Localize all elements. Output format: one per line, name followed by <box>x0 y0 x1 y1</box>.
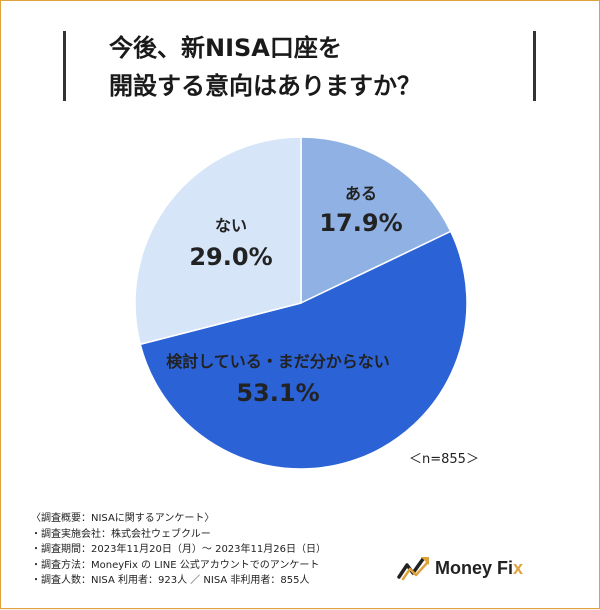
pie-slice-aru <box>300 136 452 305</box>
slice-label-nai-value: 29.0% <box>189 243 272 271</box>
survey-note-line: ・調査期間：2023年11月20日（月）〜 2023年11月26日（日） <box>31 544 326 555</box>
pie-slice-kento <box>139 230 468 470</box>
survey-note-line: ・調査実施会社：株式会社ウェブクルー <box>31 528 211 540</box>
chart-title-line-1: 今後、新NISA口座を <box>109 34 342 62</box>
slice-label-kento-name: 検討している・まだ分からない <box>166 352 390 371</box>
survey-note-line: 〈調査概要：NISAに関するアンケート〉 <box>31 513 215 524</box>
slice-label-aru-value: 17.9% <box>319 209 402 237</box>
title-bracket-right <box>533 31 536 101</box>
slice-label-kento-value: 53.1% <box>236 379 319 407</box>
logo-wordmark: Money Fix <box>435 558 523 579</box>
pie-slice-nai <box>134 136 302 346</box>
survey-note-line: ・調査方法：MoneyFix の LINE 公式アカウントでのアンケート <box>31 559 320 571</box>
survey-notes: 〈調査概要：NISAに関するアンケート〉 ・調査実施会社：株式会社ウェブクルー … <box>31 511 326 589</box>
chart-title-line-2: 開設する意向はありますか？ <box>109 72 421 100</box>
logo-wordmark-main: Money Fi <box>435 557 514 578</box>
slice-label-aru-name: ある <box>345 184 377 203</box>
title-bracket-left <box>63 31 66 101</box>
moneyfix-logo: Money Fix <box>397 553 523 583</box>
chart-title: 今後、新NISA口座を 開設する意向はありますか？ <box>109 29 509 105</box>
trend-arrow-icon <box>397 557 429 581</box>
slice-label-nai-name: ない <box>215 216 247 235</box>
survey-note-line: ・調査人数：NISA 利用者：923人 ／ NISA 非利用者：855人 <box>31 575 310 586</box>
sample-size-label: ＜n=855＞ <box>409 452 479 467</box>
logo-wordmark-accent: x <box>513 557 524 578</box>
